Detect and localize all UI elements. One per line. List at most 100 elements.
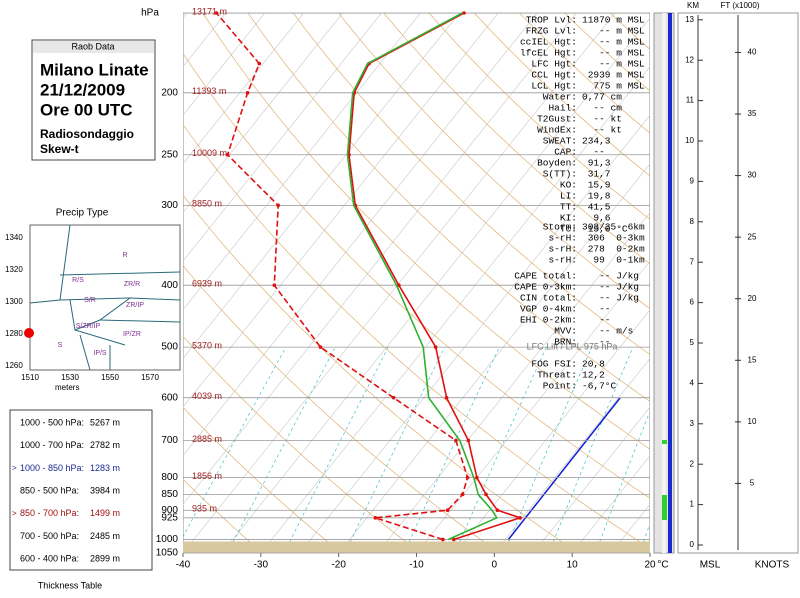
- y-tick-label: 200: [161, 87, 178, 98]
- profile-point: [445, 396, 449, 400]
- status-bar: [668, 13, 672, 553]
- row-marker: >: [12, 509, 17, 518]
- thickness-label: 850 - 700 hPa:: [20, 508, 79, 518]
- index-label: s-rH:: [548, 244, 577, 255]
- precip-region: IP/ZR: [123, 331, 141, 338]
- profile-point: [246, 91, 250, 95]
- lift-note: LFC Lift / LPL 975 hPa: [527, 341, 618, 351]
- precip-region: S/ZR/IP: [76, 323, 101, 330]
- index-label: CAPE 0-3km:: [514, 282, 577, 293]
- ft-tick-label: 25: [748, 232, 757, 241]
- km-tick-label: 2: [690, 459, 695, 468]
- index-label: S(TT):: [543, 169, 577, 180]
- index-value: 91,3: [582, 158, 611, 169]
- station-line: Ore 00 UTC: [40, 100, 133, 119]
- index-label: Hail:: [548, 103, 577, 114]
- index-value: 31,7: [582, 169, 611, 180]
- index-label: TT:: [560, 202, 577, 213]
- km-tick-label: 11: [686, 96, 695, 105]
- thickness-value: 5267 m: [90, 417, 120, 427]
- station-sub: Skew-t: [40, 142, 79, 156]
- profile-point: [461, 493, 465, 497]
- km-tick-label: 9: [690, 177, 695, 186]
- index-value: -6,7°C: [582, 381, 617, 392]
- profile-point: [272, 283, 276, 287]
- y-tick-label: 500: [161, 342, 178, 353]
- index-value: 234,3: [582, 136, 611, 147]
- index-label: VGP 0-4km:: [520, 304, 577, 315]
- station-line: Milano Linate: [40, 60, 149, 79]
- precip-y-label: 1340: [5, 233, 23, 242]
- height-label: 13171 m: [192, 6, 227, 16]
- height-label: 4039 m: [192, 391, 222, 401]
- ft-tick-label: 10: [748, 417, 757, 426]
- profile-point: [467, 439, 471, 443]
- index-label: lfcEL Hgt:: [520, 48, 577, 59]
- index-value: 15,9: [582, 180, 611, 191]
- km-tick-label: 0: [690, 540, 695, 549]
- index-value: 306 0-3km: [582, 233, 645, 244]
- thickness-label: 700 - 500 hPa:: [20, 531, 79, 541]
- index-value: --: [582, 147, 605, 158]
- index-label: CAPE total:: [514, 271, 577, 282]
- precip-marker: [24, 328, 34, 338]
- precip-region: ZR/R: [124, 281, 140, 288]
- thickness-value: 2485 m: [90, 531, 120, 541]
- profile-point: [374, 516, 378, 520]
- y-tick-label: 300: [161, 200, 178, 211]
- x-tick-label: -20: [331, 560, 346, 571]
- x-tick-label: -40: [176, 560, 191, 571]
- index-value: 303/35 6km: [582, 222, 645, 233]
- km-tick-label: 8: [690, 217, 695, 226]
- height-label: 2885 m: [192, 434, 222, 444]
- index-value: 775 m MSL: [582, 81, 645, 92]
- thickness-label: 1000 - 850 hPa:: [20, 463, 84, 473]
- surface-band: [183, 541, 650, 553]
- km-tick-label: 4: [690, 379, 695, 388]
- index-label: s-rH:: [548, 255, 577, 266]
- index-label: Water:: [543, 92, 577, 103]
- profile-point: [276, 204, 280, 208]
- km-tick-label: 3: [690, 419, 695, 428]
- x-tick-label: -30: [254, 560, 269, 571]
- height-label: 6939 m: [192, 279, 222, 289]
- index-value: -- m MSL: [582, 26, 645, 37]
- index-value: 0,77 cm: [582, 92, 622, 103]
- index-label: ccIEL Hgt:: [520, 37, 577, 48]
- plot-bg: [183, 13, 650, 553]
- index-value: -- cm: [582, 103, 622, 114]
- index-label: LFC Hgt:: [531, 59, 577, 70]
- index-value: -- J/kg: [582, 282, 639, 293]
- index-value: 2939 m MSL: [582, 70, 645, 81]
- index-value: 12,2: [582, 370, 605, 381]
- row-marker: >: [12, 464, 17, 473]
- y-tick-label: 925: [161, 512, 178, 523]
- y-tick-label: 400: [161, 280, 178, 291]
- precip-region: S: [58, 342, 63, 349]
- precip-y-label: 1260: [5, 361, 23, 370]
- index-value: -- J/kg: [582, 271, 639, 282]
- precip-y-label: 1320: [5, 265, 23, 274]
- index-value: -- m MSL: [582, 37, 645, 48]
- index-value: --: [582, 304, 611, 315]
- thickness-label: 1000 - 500 hPa:: [20, 417, 84, 427]
- x-tick-label: 10: [567, 560, 579, 571]
- precip-unit: meters: [55, 383, 79, 392]
- profile-point: [215, 11, 219, 15]
- profile-point: [446, 508, 450, 512]
- index-label: TROP Lvl:: [526, 15, 577, 26]
- x-axis-label: °C: [657, 560, 668, 571]
- ft-tick-label: 5: [750, 479, 755, 488]
- precip-box: [30, 225, 180, 370]
- profile-point: [462, 11, 466, 15]
- y-tick-label: 850: [161, 489, 178, 500]
- precip-region: IP/S: [93, 350, 107, 357]
- height-label: 10009 m: [192, 148, 227, 158]
- station-line: 21/12/2009: [40, 80, 125, 99]
- precip-x-label: 1510: [21, 373, 39, 382]
- precip-region: ZR/IP: [126, 302, 144, 309]
- height-label: 5370 m: [192, 340, 222, 350]
- index-label: Storm:: [543, 222, 577, 233]
- index-label: CCL Hgt:: [531, 70, 577, 81]
- profile-point: [319, 345, 323, 349]
